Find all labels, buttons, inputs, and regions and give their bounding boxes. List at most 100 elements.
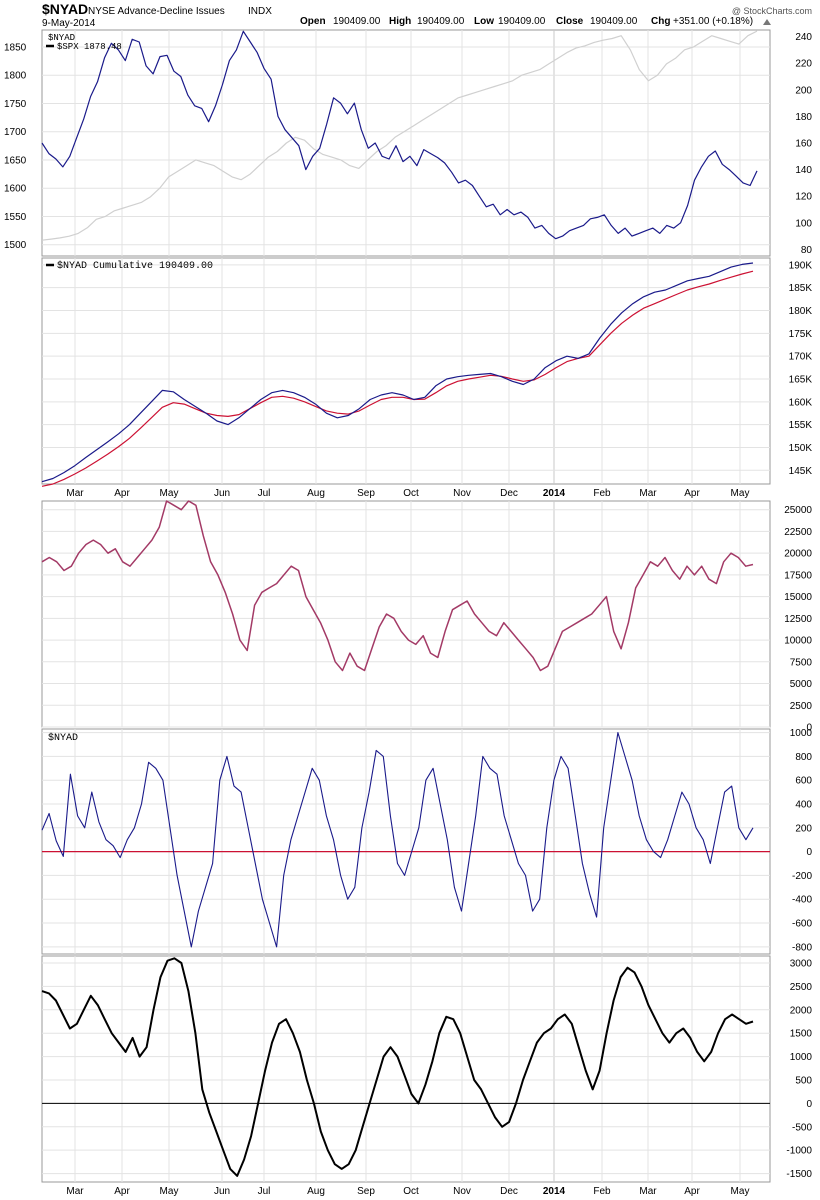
y-tick-label: -400 — [792, 895, 812, 906]
header-name: NYSE Advance-Decline Issues — [88, 6, 225, 17]
x-tick-label: Jul — [258, 488, 271, 499]
y-tick-label: 600 — [795, 776, 812, 787]
y-tick-label: -200 — [792, 871, 812, 882]
y-tick-label: 175K — [789, 329, 813, 340]
y-tick-label: 160K — [789, 397, 813, 408]
panels: 1500155016001650170017501800185080100120… — [4, 6, 812, 1197]
x-tick-label: May — [731, 488, 750, 499]
y-tick-label: -1000 — [786, 1146, 812, 1157]
y-tick-label-left: 1750 — [4, 99, 27, 110]
y-tick-label-left: 1650 — [4, 155, 27, 166]
series-line-osc2 — [41, 957, 754, 1177]
y-tick-label-left: 1500 — [4, 240, 27, 251]
close-label: Close — [556, 16, 584, 27]
y-tick-label: 0 — [806, 847, 812, 858]
y-tick-label: -600 — [792, 919, 812, 930]
x-tick-label: Jun — [214, 488, 230, 499]
x-tick-label: Nov — [453, 488, 471, 499]
y-tick-label: 160 — [795, 139, 812, 150]
x-tick-label: Oct — [403, 488, 419, 499]
chg-value: +351.00 (+0.18%) — [673, 16, 753, 27]
y-tick-label: -800 — [792, 942, 812, 953]
y-tick-label-left: 1550 — [4, 212, 27, 223]
y-tick-label-left: 1800 — [4, 71, 27, 82]
x-tick-label: Sep — [357, 488, 375, 499]
y-tick-label: -500 — [792, 1122, 812, 1133]
y-tick-label-left: 1700 — [4, 127, 27, 138]
y-tick-label: 165K — [789, 374, 813, 385]
y-tick-label: 200 — [795, 823, 812, 834]
x-tick-label: Dec — [500, 1186, 518, 1197]
x-tick-label: 2014 — [543, 1186, 566, 1197]
x-tick-label: Mar — [639, 1186, 657, 1197]
y-tick-label: 2500 — [790, 982, 813, 993]
panel-frame-2 — [41, 257, 771, 485]
low-value: 190409.00 — [498, 16, 546, 27]
watermark: @ StockCharts.com — [732, 6, 812, 16]
x-tick-label: Sep — [357, 1186, 375, 1197]
x-tick-label: Mar — [66, 488, 84, 499]
y-tick-label: 12500 — [784, 614, 812, 625]
y-tick-label: 10000 — [784, 636, 812, 647]
header-date: 9-May-2014 — [42, 18, 96, 29]
x-tick-label: Dec — [500, 488, 518, 499]
y-tick-label: 3000 — [790, 959, 813, 970]
y-tick-label: 500 — [795, 1075, 812, 1086]
y-tick-label: 800 — [795, 752, 812, 763]
x-tick-label: Apr — [114, 1186, 130, 1197]
series-line-cumulative — [41, 262, 754, 483]
y-tick-label: 25000 — [784, 505, 812, 516]
x-tick-label: Apr — [684, 488, 700, 499]
series-line-nyad — [41, 30, 758, 240]
x-tick-label: Aug — [307, 488, 325, 499]
header-symbol: $NYAD — [42, 1, 88, 17]
y-tick-label: 2500 — [790, 701, 813, 712]
y-tick-label: 170K — [789, 352, 813, 363]
x-tick-label: Nov — [453, 1186, 471, 1197]
y-tick-label: 100 — [795, 218, 812, 229]
y-tick-label: 180 — [795, 112, 812, 123]
open-label: Open — [300, 16, 326, 27]
close-value: 190409.00 — [590, 16, 638, 27]
x-tick-label: Mar — [639, 488, 657, 499]
y-tick-label: 1000 — [790, 728, 813, 739]
high-label: High — [389, 16, 411, 27]
y-tick-label: 2000 — [790, 1005, 813, 1016]
x-tick-label: Jun — [214, 1186, 230, 1197]
scroll-up-icon[interactable] — [763, 19, 771, 25]
y-tick-label: -1500 — [786, 1169, 812, 1180]
y-tick-label: 185K — [789, 283, 813, 294]
high-value: 190409.00 — [417, 16, 465, 27]
header-exchange: INDX — [248, 6, 272, 17]
y-tick-label: 1500 — [790, 1029, 813, 1040]
y-tick-label: 120 — [795, 192, 812, 203]
y-tick-label: 1000 — [790, 1052, 813, 1063]
y-tick-label: 155K — [789, 420, 813, 431]
x-tick-label: Apr — [114, 488, 130, 499]
panel-frame-5 — [41, 955, 771, 1183]
y-tick-label: 5000 — [790, 679, 813, 690]
x-tick-label: Jul — [258, 1186, 271, 1197]
x-tick-label: May — [160, 1186, 179, 1197]
y-tick-label: 20000 — [784, 549, 812, 560]
y-tick-label: 180K — [789, 306, 813, 317]
legend-label: $NYAD Cumulative 190409.00 — [57, 260, 213, 272]
x-tick-label: Oct — [403, 1186, 419, 1197]
legend-label: $NYAD — [48, 732, 78, 744]
x-tick-label: Feb — [593, 1186, 611, 1197]
legend-label: $NYAD — [48, 33, 75, 43]
y-tick-label: 80 — [801, 245, 813, 256]
x-tick-label: Aug — [307, 1186, 325, 1197]
x-tick-label: Feb — [593, 488, 611, 499]
y-tick-label: 0 — [806, 723, 812, 734]
x-tick-label: May — [731, 1186, 750, 1197]
y-tick-label-left: 1850 — [4, 42, 27, 53]
panel-frame-1 — [41, 29, 771, 257]
x-tick-label: Apr — [684, 1186, 700, 1197]
y-tick-label: 145K — [789, 466, 813, 477]
y-tick-label: 0 — [806, 1099, 812, 1110]
chg-label: Chg — [651, 16, 670, 27]
series-line-spx — [41, 30, 758, 241]
x-tick-label: 2014 — [543, 488, 566, 499]
